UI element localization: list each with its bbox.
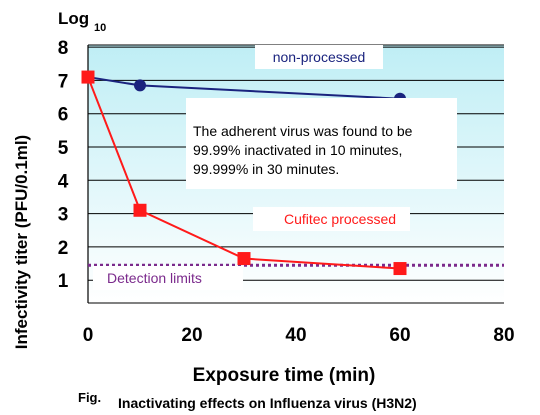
y-tick-8: 8: [58, 38, 69, 59]
y-tick-labels: 1 2 3 4 5 6 7 8: [58, 38, 69, 292]
y-tick-4: 4: [58, 171, 69, 192]
y-tick-7: 7: [58, 71, 69, 92]
legend-label-non-processed: non-processed: [273, 49, 366, 65]
series-1-point-0: [81, 70, 95, 84]
detection-limit-label-box: [93, 266, 243, 290]
y-axis-title: Infectivity titer (PFU/0.1ml): [12, 135, 31, 349]
y-tick-6: 6: [58, 105, 69, 126]
x-tick-60: 60: [389, 325, 410, 346]
series-0-point-1: [134, 79, 146, 92]
annotation-text: The adherent virus was found to be 99.99…: [193, 123, 413, 177]
series-1-point-2: [237, 252, 251, 266]
series-1-point-3: [393, 262, 407, 276]
y-unit-subscript: 10: [94, 22, 106, 34]
figure-caption: Inactivating effects on Influenza virus …: [118, 395, 417, 411]
legend-box-non-processed: [255, 45, 383, 69]
series-group: [81, 70, 407, 276]
legend-box-processed: [253, 207, 410, 231]
y-tick-5: 5: [58, 138, 69, 159]
x-tick-40: 40: [285, 325, 306, 346]
x-tick-80: 80: [493, 325, 514, 346]
y-tick-1: 1: [58, 271, 69, 292]
x-tick-labels: 0 20 40 60 80: [83, 325, 515, 346]
y-unit-label: Log: [58, 9, 89, 28]
legend-label-processed: Cufitec processed: [284, 211, 396, 227]
annotation-box: [186, 98, 457, 189]
detection-limit-label: Detection limits: [107, 270, 202, 286]
figure-caption-prefix: Fig.: [78, 390, 101, 405]
series-1-point-1: [133, 203, 147, 217]
y-tick-3: 3: [58, 205, 69, 226]
x-tick-0: 0: [83, 325, 94, 346]
annotation-container: The adherent virus was found to be 99.99…: [193, 123, 413, 177]
x-tick-20: 20: [181, 325, 202, 346]
series-line-1: [87, 76, 401, 270]
x-axis-title: Exposure time (min): [193, 365, 376, 386]
y-tick-2: 2: [58, 238, 69, 259]
